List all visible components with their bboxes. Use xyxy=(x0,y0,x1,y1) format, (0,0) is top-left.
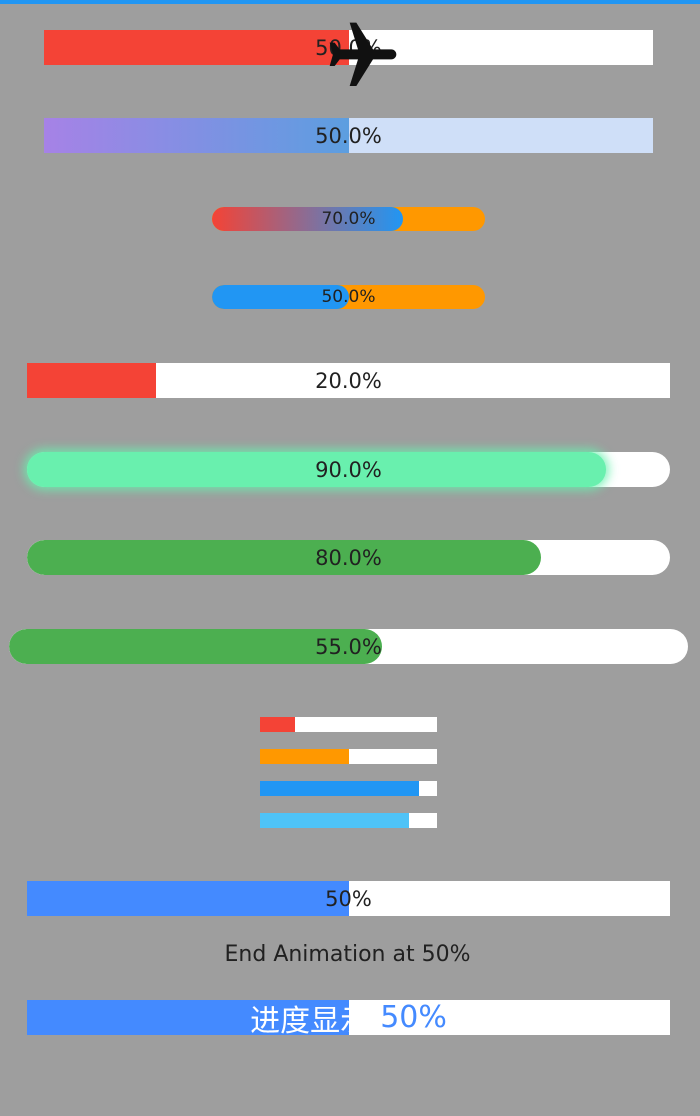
progress-bar-small-gradient: 70.0% xyxy=(212,207,485,231)
progress-label: 50% xyxy=(325,886,372,911)
progress-fill xyxy=(260,749,349,764)
progress-bar-animated: 50% xyxy=(27,881,670,916)
progress-fill xyxy=(27,1000,349,1035)
top-accent-line xyxy=(0,0,700,4)
progress-label: 80.0% xyxy=(315,545,382,570)
progress-fill xyxy=(44,30,349,65)
mini-progress-bar-blue xyxy=(260,781,437,796)
progress-label-right: 50% xyxy=(380,1000,447,1035)
progress-bar-gradient: 50.0% xyxy=(44,118,653,153)
progress-bar-red: 20.0% xyxy=(27,363,670,398)
progress-fill xyxy=(27,452,606,487)
progress-bar-chinese-label: 进度显示: 50% xyxy=(27,1000,670,1035)
progress-label: 50.0% xyxy=(315,123,382,148)
animation-status-text: End Animation at 50% xyxy=(224,942,471,967)
progress-fill xyxy=(27,363,156,398)
airplane-icon xyxy=(329,22,397,86)
progress-bar-small-blue: 50.0% xyxy=(212,285,485,309)
progress-fill xyxy=(27,881,349,916)
progress-fill xyxy=(260,781,420,796)
mini-progress-bar-orange xyxy=(260,749,437,764)
progress-fill xyxy=(212,207,404,231)
progress-fill xyxy=(260,717,296,732)
progress-label: 70.0% xyxy=(321,209,376,229)
progress-fill xyxy=(260,813,409,828)
progress-label: 20.0% xyxy=(315,368,382,393)
progress-label: 进度显示: 50% xyxy=(27,1000,670,1035)
progress-label: 90.0% xyxy=(315,457,382,482)
mini-progress-bar-red xyxy=(260,717,437,732)
progress-bar-mint-glow: 90.0% xyxy=(27,452,670,487)
progress-bar-green: 80.0% xyxy=(27,540,670,575)
progress-fill xyxy=(27,540,542,575)
progress-label-left: 进度显示: xyxy=(250,1003,381,1036)
progress-fill xyxy=(212,285,349,309)
progress-label: 50.0% xyxy=(321,287,376,307)
mini-progress-bar-light-blue xyxy=(260,813,437,828)
progress-bar-green-wide: 55.0% xyxy=(9,629,688,664)
progress-fill xyxy=(9,629,383,664)
progress-fill xyxy=(44,118,349,153)
progress-label: 55.0% xyxy=(315,634,382,659)
